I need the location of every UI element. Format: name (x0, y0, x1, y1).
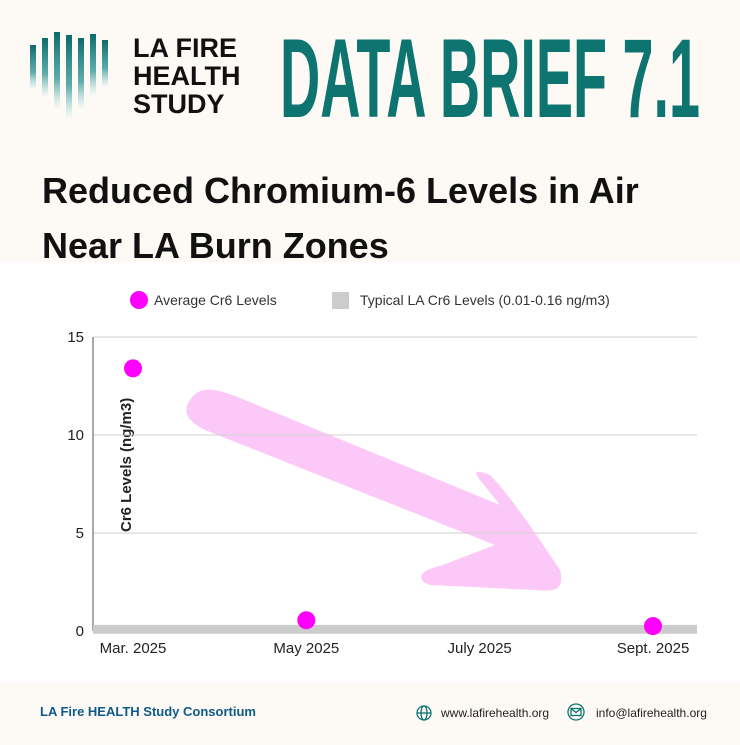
y-tick-label: 0 (76, 623, 84, 640)
footer-org: LA Fire HEALTH Study Consortium (40, 704, 256, 719)
y-tick-label: 15 (67, 329, 84, 346)
data-point (297, 611, 316, 630)
typical-range (93, 624, 697, 634)
y-axis-label: Cr6 Levels (ng/m3) (118, 398, 135, 532)
footer-email[interactable]: info@lafirehealth.org (596, 706, 707, 720)
data-point (644, 617, 662, 636)
legend-swatch (332, 292, 349, 309)
logo-text: LA FIRE (133, 33, 237, 63)
legend-label: Typical LA Cr6 Levels (0.01-0.16 ng/m3) (360, 292, 610, 308)
logo-bars (30, 32, 108, 120)
logo-text: STUDY (133, 89, 225, 119)
legend-swatch (130, 291, 148, 309)
legend-label: Average Cr6 Levels (154, 292, 277, 308)
x-tick-label: July 2025 (448, 640, 512, 657)
x-tick-label: Mar. 2025 (100, 640, 167, 657)
footer-web[interactable]: www.lafirehealth.org (440, 706, 549, 720)
x-tick-label: Sept. 2025 (617, 640, 690, 657)
globe-icon (416, 705, 432, 721)
logo-text: HEALTH (133, 61, 241, 91)
mail-icon (567, 703, 585, 721)
x-tick-label: May 2025 (273, 640, 339, 657)
footer: LA Fire HEALTH Study Consortium www.lafi… (40, 703, 707, 721)
y-tick-label: 5 (76, 525, 84, 542)
brief-title: DATA BRIEF 7.1 (280, 16, 700, 141)
y-tick-label: 10 (67, 427, 84, 444)
chart-title: Near LA Burn Zones (42, 225, 389, 266)
data-point (124, 359, 142, 378)
chart-title: Reduced Chromium-6 Levels in Air (42, 170, 639, 211)
trend-arrow (186, 389, 562, 591)
